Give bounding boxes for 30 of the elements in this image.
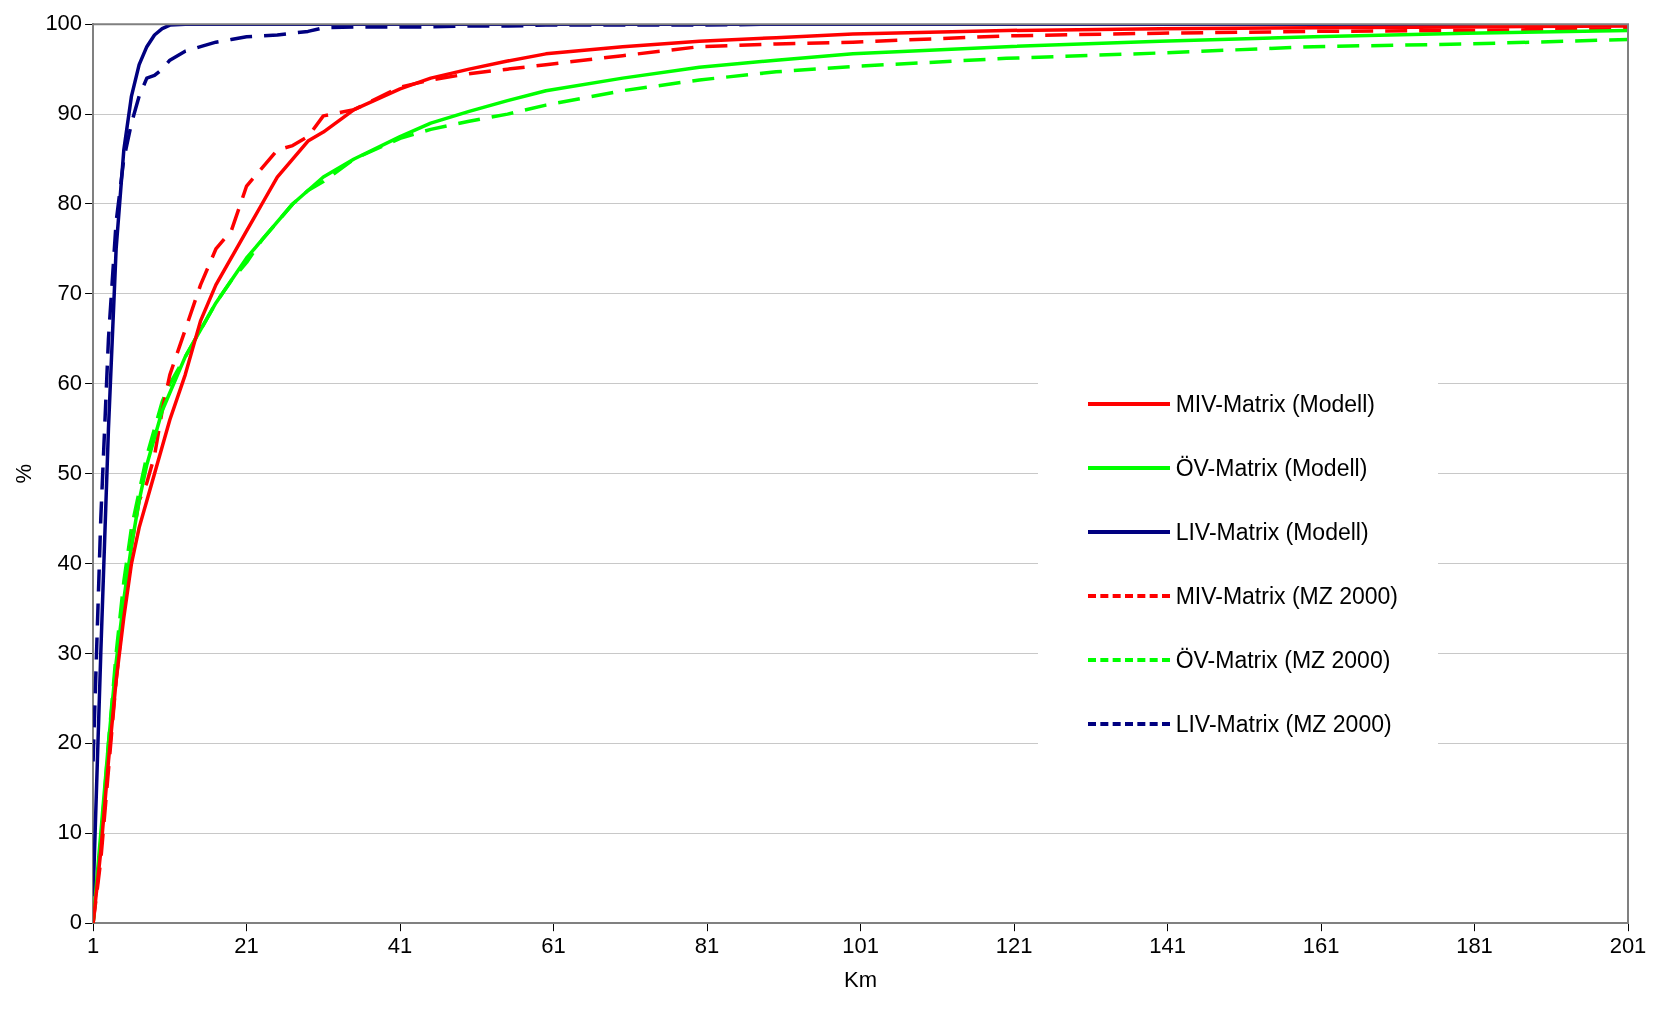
y-tick-label: 30 [57, 639, 83, 665]
x-tick-label: 161 [1302, 933, 1340, 959]
y-tick-label: 70 [57, 279, 83, 305]
legend-label: MIV-Matrix (Modell) [1175, 390, 1375, 418]
legend-label: LIV-Matrix (MZ 2000) [1175, 710, 1392, 738]
x-tick-label: 121 [995, 933, 1033, 959]
x-tick-label: 41 [387, 933, 413, 959]
y-tick-label: 50 [57, 459, 83, 485]
legend-label: LIV-Matrix (Modell) [1175, 518, 1369, 546]
x-tick-label: 201 [1609, 933, 1647, 959]
y-tick-label: 90 [57, 100, 83, 126]
x-axis-title: Km [844, 966, 878, 992]
y-tick-label: 60 [57, 369, 83, 395]
y-tick-label: 0 [69, 909, 83, 935]
y-tick-label: 40 [57, 549, 83, 575]
x-tick-label: 1 [86, 933, 100, 959]
y-tick-label: 10 [57, 819, 83, 845]
y-axis-title: % [11, 463, 37, 484]
legend-label: ÖV-Matrix (MZ 2000) [1175, 646, 1391, 674]
x-tick-label: 61 [541, 933, 566, 959]
y-tick-label: 80 [57, 190, 83, 216]
x-tick-label: 141 [1149, 933, 1186, 959]
x-tick-label: 21 [234, 933, 259, 959]
y-tick-label: 100 [45, 10, 83, 36]
x-tick-label: 101 [842, 933, 879, 959]
x-tick-label: 181 [1456, 933, 1493, 959]
legend-label: MIV-Matrix (MZ 2000) [1175, 582, 1398, 610]
y-tick-label: 20 [57, 729, 83, 755]
legend-label: ÖV-Matrix (Modell) [1175, 454, 1368, 482]
x-tick-label: 81 [694, 933, 720, 959]
